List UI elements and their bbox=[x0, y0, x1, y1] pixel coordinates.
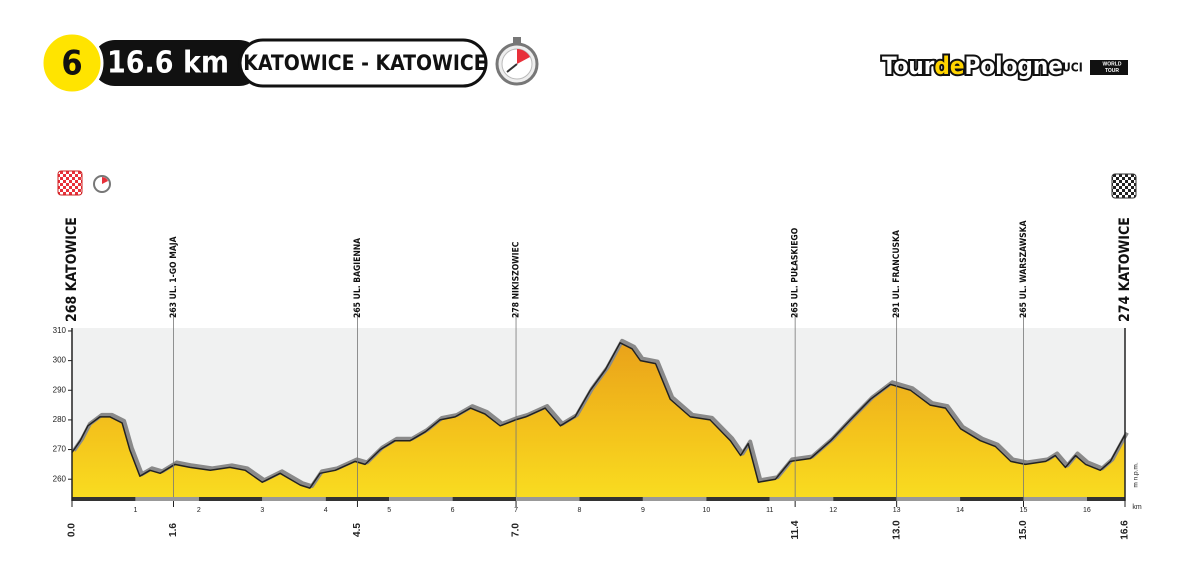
km-band bbox=[896, 497, 961, 501]
y-tick-label: 280 bbox=[53, 415, 67, 424]
stage-number: 6 bbox=[61, 44, 82, 84]
x-tick-label: 0.0 bbox=[67, 523, 78, 537]
stage-route: KATOWICE - KATOWICE bbox=[243, 51, 486, 75]
minor-x-tick-label: 7 bbox=[514, 507, 518, 514]
y-tick-label: 260 bbox=[53, 474, 67, 483]
race-logo: TourdePologne UCI WORLD TOUR bbox=[880, 50, 1128, 82]
elevation-line bbox=[71, 342, 1126, 489]
km-band bbox=[706, 497, 770, 501]
endpoint-label: 274 KATOWICE bbox=[1117, 217, 1133, 322]
km-band bbox=[452, 497, 517, 501]
endpoint-label: 268 KATOWICE bbox=[64, 217, 80, 322]
minor-x-tick-label: 9 bbox=[641, 507, 645, 514]
world-tour-badge bbox=[1090, 60, 1128, 75]
minor-x-tick-label: 16 bbox=[1083, 507, 1091, 514]
minor-x-tick-label: 5 bbox=[387, 507, 391, 514]
finish-flag-icon bbox=[1111, 173, 1137, 199]
x-axis-label: km bbox=[1132, 504, 1142, 511]
logo-part: Tour bbox=[882, 52, 935, 80]
header: 6 16.6 km KATOWICE - KATOWICE TourdePolo… bbox=[40, 31, 1128, 95]
minor-x-tick-label: 3 bbox=[260, 507, 264, 514]
y-axis-label: m n.p.m. bbox=[1133, 462, 1140, 487]
minor-x-tick-label: 6 bbox=[451, 507, 455, 514]
km-band bbox=[769, 497, 834, 501]
route-pill bbox=[238, 38, 488, 88]
km-band bbox=[579, 497, 643, 501]
waypoint-label: 263 UL. 1-GO MAJA bbox=[169, 236, 179, 318]
waypoint-label: 265 UL. BAGIENNA bbox=[353, 238, 363, 318]
x-tick-label: 4.5 bbox=[352, 523, 363, 537]
km-band bbox=[325, 497, 390, 501]
stopwatch-icon bbox=[495, 37, 539, 86]
km-band bbox=[72, 497, 136, 501]
minor-x-tick-label: 12 bbox=[829, 507, 837, 514]
badge-text: TOUR bbox=[1105, 68, 1119, 74]
minor-x-tick-label: 2 bbox=[197, 507, 201, 514]
km-band bbox=[262, 497, 326, 501]
logo-part: Pologne bbox=[965, 52, 1063, 80]
minor-x-tick-label: 14 bbox=[956, 507, 964, 514]
km-band bbox=[642, 497, 707, 501]
waypoint-label: 265 UL. WARSZAWSKA bbox=[1019, 220, 1029, 318]
x-tick-label: 1.6 bbox=[168, 523, 179, 537]
minor-x-tick-label: 13 bbox=[893, 507, 901, 514]
minor-x-tick-label: 1 bbox=[133, 507, 137, 514]
km-band bbox=[389, 497, 453, 501]
x-tick-label: 15.0 bbox=[1018, 520, 1029, 540]
km-band bbox=[135, 497, 199, 501]
stage-badge bbox=[40, 31, 104, 95]
elevation-area bbox=[72, 342, 1125, 497]
waypoint-label: 291 UL. FRANCUSKA bbox=[892, 230, 902, 318]
minor-x-tick-label: 15 bbox=[1020, 507, 1028, 514]
waypoint-label: 265 UL. PUŁASKIEGO bbox=[791, 227, 801, 318]
x-tick-label: 13.0 bbox=[891, 520, 902, 540]
y-tick-label: 290 bbox=[53, 385, 67, 394]
badge-text: WORLD bbox=[1103, 61, 1122, 67]
logo-text: TourdePologne bbox=[882, 52, 1063, 80]
x-tick-label: 16.6 bbox=[1120, 520, 1131, 540]
uci-text: UCI bbox=[1062, 61, 1083, 75]
km-band bbox=[960, 497, 1024, 501]
km-band bbox=[1023, 497, 1087, 501]
y-tick-label: 270 bbox=[53, 445, 67, 454]
km-band bbox=[198, 497, 263, 501]
minor-x-tick-label: 10 bbox=[702, 507, 710, 514]
minor-x-tick-label: 4 bbox=[324, 507, 328, 514]
distance-pill bbox=[92, 40, 262, 86]
y-tick-label: 310 bbox=[53, 326, 67, 335]
y-tick-label: 300 bbox=[53, 356, 67, 365]
minor-x-tick-label: 8 bbox=[578, 507, 582, 514]
km-band bbox=[1086, 497, 1125, 501]
x-tick-label: 7.0 bbox=[511, 523, 522, 537]
km-band bbox=[833, 497, 897, 501]
start-flag-icon bbox=[57, 170, 83, 196]
minor-x-tick-label: 11 bbox=[766, 507, 773, 514]
waypoint-label: 278 NIKISZOWIEC bbox=[512, 241, 522, 318]
logo-part: de bbox=[934, 52, 964, 80]
stage-distance: 16.6 km bbox=[107, 46, 229, 81]
start-stopwatch-icon bbox=[93, 175, 111, 193]
km-band bbox=[516, 497, 580, 501]
x-tick-label: 11.4 bbox=[790, 520, 801, 539]
